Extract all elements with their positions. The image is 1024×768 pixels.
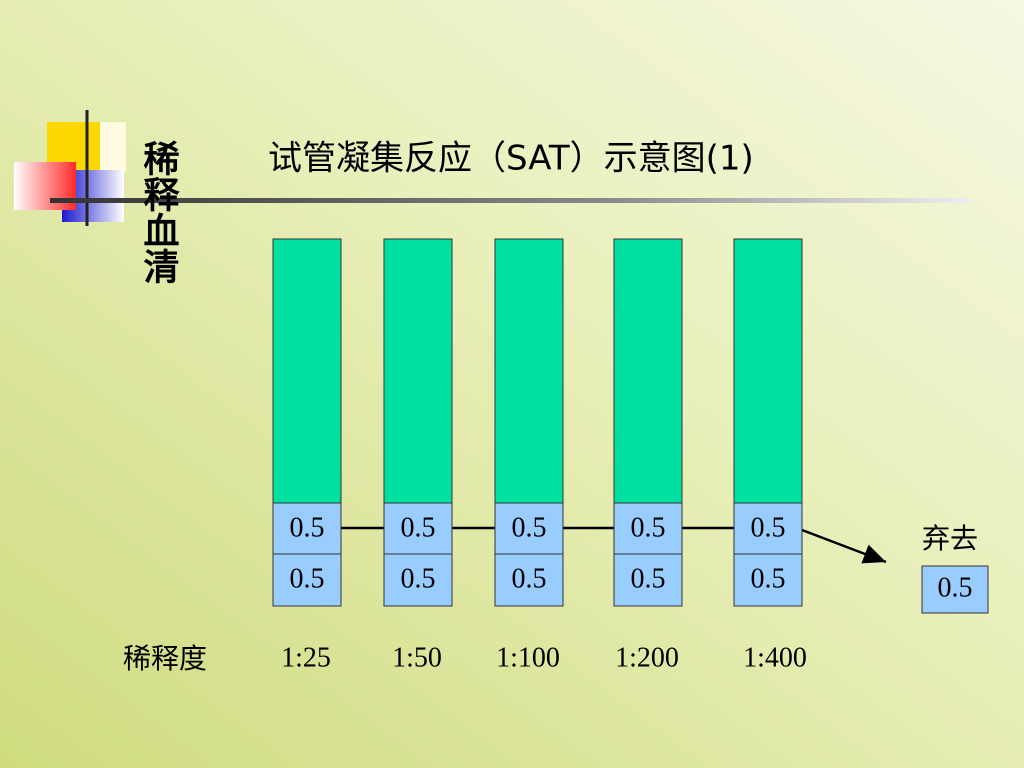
- top-amount: 0.5: [751, 512, 786, 543]
- row-label: 稀释度: [123, 642, 207, 675]
- tube-top-box: [272, 502, 342, 555]
- tube: [733, 238, 803, 504]
- top-amount: 0.5: [512, 512, 547, 543]
- tube: [494, 238, 564, 504]
- dilution: 1:200: [615, 642, 679, 673]
- top-amount: 0.5: [631, 512, 666, 543]
- decoration: [14, 110, 970, 226]
- tube-top-box: [613, 502, 683, 555]
- top-amount: 0.5: [401, 512, 436, 543]
- tube: [383, 238, 453, 504]
- tube: [613, 238, 683, 504]
- dilution: 1:25: [281, 642, 331, 673]
- bottom-amount: 0.5: [631, 563, 666, 594]
- tube: [272, 238, 342, 504]
- tube-bottom-box: [494, 553, 564, 607]
- dilution: 1:100: [496, 642, 560, 673]
- bottom-amount: 0.5: [751, 563, 786, 594]
- discard-box: [921, 565, 989, 614]
- discard-label: 弃去: [922, 522, 978, 555]
- tube-bottom-box: [733, 553, 803, 607]
- discard-arrow: [801, 528, 887, 564]
- tube-top-box: [494, 502, 564, 555]
- discard-amount: 0.5: [938, 572, 973, 603]
- tube-bottom-box: [613, 553, 683, 607]
- side-label: 稀释血清: [138, 140, 180, 284]
- bottom-amount: 0.5: [512, 563, 547, 594]
- top-amount: 0.5: [290, 512, 325, 543]
- bottom-amount: 0.5: [401, 563, 436, 594]
- tube-top-box: [733, 502, 803, 555]
- dilution: 1:50: [392, 642, 442, 673]
- dilution: 1:400: [743, 642, 807, 673]
- title: 试管凝集反应（SAT）示意图(1): [268, 139, 754, 179]
- tube-bottom-box: [272, 553, 342, 607]
- tubes: 0.5 0.5 1:25 0.5 0.5 1:50 0.5 0.5 1:100 0.5 0.5 1:2…: [272, 238, 807, 673]
- tube-bottom-box: [383, 553, 453, 607]
- bottom-amount: 0.5: [290, 563, 325, 594]
